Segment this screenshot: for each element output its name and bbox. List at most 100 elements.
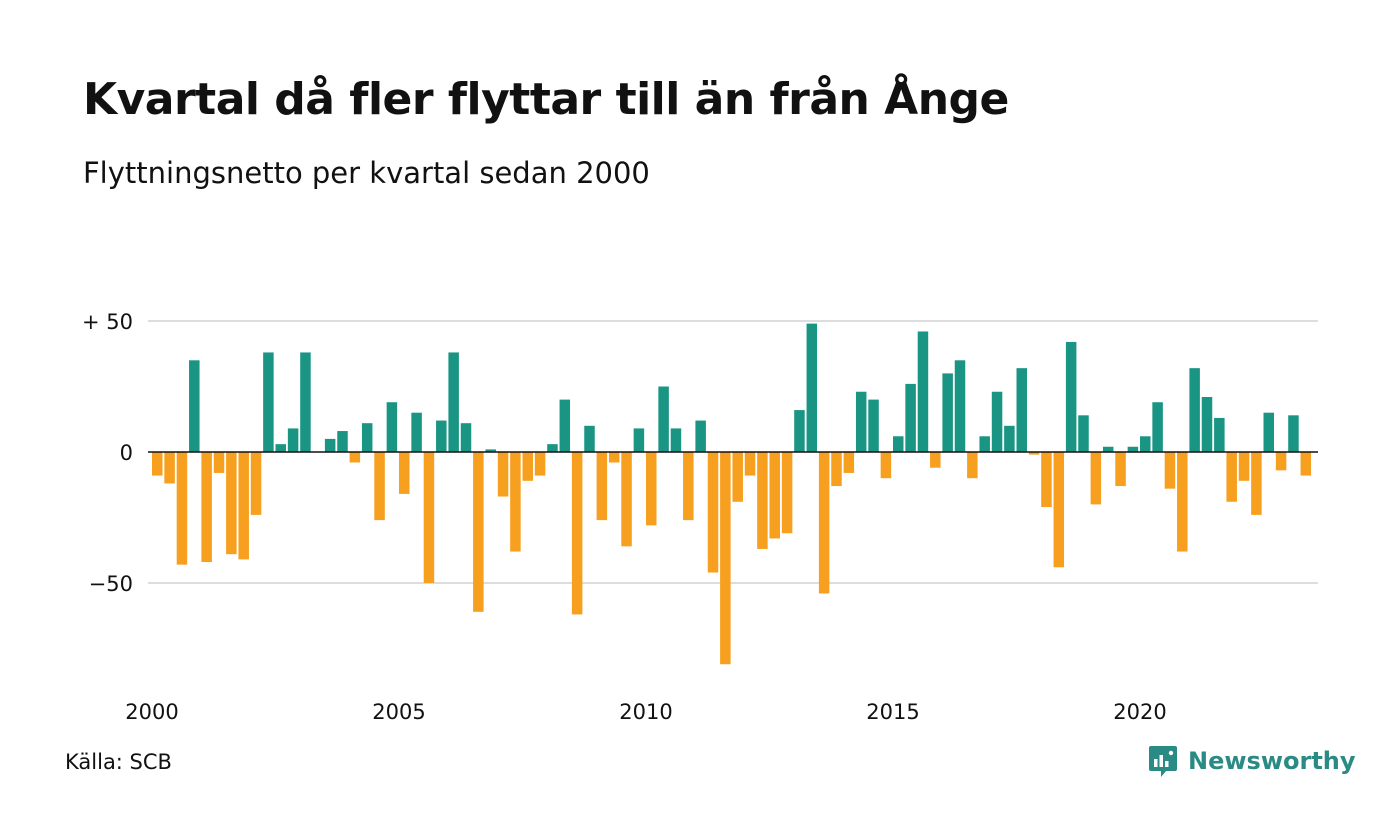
y-tick-label: + 50 [82,310,133,334]
bar-2008-Q1: 2008 Q1: 3 [547,444,558,452]
bar-2002-Q3: 2002 Q3: 3 [275,444,286,452]
bar-2023-Q2: 2023 Q2: -9 [1300,452,1312,476]
bar-2016-Q2: 2016 Q2: 35 [954,360,966,452]
bar-2002-Q4: 2002 Q4: 9 [287,428,299,452]
bar-2000-Q2: 2000 Q2: -12 [164,452,175,484]
bar-2013-Q2: 2013 Q2: 49 [806,323,818,452]
bar-2011-Q2: 2011 Q2: -46 [707,452,719,573]
bar-2020-Q1: 2020 Q1: 6 [1140,436,1151,452]
bar-2001-Q2: 2001 Q2: -8 [213,452,225,473]
bar-2004-Q4: 2004 Q4: 19 [386,402,398,452]
bar-2022-Q4: 2022 Q4: -7 [1275,452,1287,471]
grid-layer [148,320,1318,584]
bar-2015-Q4: 2015 Q4: -6 [930,452,941,468]
bar-2001-Q1: 2001 Q1: -42 [201,452,212,563]
bar-2003-Q4: 2003 Q4: 8 [337,431,348,452]
bar-2005-Q4: 2005 Q4: 12 [436,420,447,452]
bar-2013-Q4: 2013 Q4: -13 [831,452,842,487]
bar-2005-Q1: 2005 Q1: -16 [399,452,410,494]
bar-layer: 2000 Q1: -92000 Q2: -122000 Q3: -432000 … [152,323,1312,665]
x-axis-labels: 2000 2005 2010 2015 2020 [125,700,1166,724]
bar-2007-Q3: 2007 Q3: -11 [522,452,533,481]
bar-2022-Q1: 2022 Q1: -11 [1238,452,1250,481]
bar-2022-Q3: 2022 Q3: 15 [1263,412,1274,452]
bar-2017-Q4: 2017 Q4: -1 [1028,452,1040,455]
bar-2017-Q3: 2017 Q3: 32 [1016,368,1027,452]
bar-2003-Q3: 2003 Q3: 5 [324,438,336,452]
bar-2004-Q2: 2004 Q2: 11 [361,423,373,452]
bar-2020-Q2: 2020 Q2: 19 [1152,402,1163,452]
bar-2010-Q4: 2010 Q4: -26 [683,452,694,521]
bar-2006-Q3: 2006 Q3: -61 [473,452,484,612]
bar-2014-Q1: 2014 Q1: -8 [843,452,855,473]
brand-name: Newsworthy [1188,747,1356,775]
bar-2007-Q2: 2007 Q2: -38 [510,452,521,552]
bar-2018-Q4: 2018 Q4: 14 [1078,415,1089,452]
bar-2017-Q2: 2017 Q2: 10 [1004,425,1015,452]
x-tick-label: 2005 [372,700,425,724]
bar-2012-Q2: 2012 Q2: -37 [757,452,768,549]
bar-2013-Q1: 2013 Q1: 16 [794,410,805,452]
bar-2009-Q2: 2009 Q2: -4 [608,452,620,463]
bar-2004-Q3: 2004 Q3: -26 [374,452,385,521]
bar-2007-Q1: 2007 Q1: -17 [497,452,509,497]
bar-2018-Q2: 2018 Q2: -44 [1053,452,1065,568]
bar-2023-Q1: 2023 Q1: 14 [1288,415,1299,452]
bar-2009-Q1: 2009 Q1: -26 [596,452,608,521]
x-tick-label: 2010 [619,700,672,724]
chart-title: Kvartal då fler flyttar till än från Ång… [83,74,1009,125]
bar-2020-Q4: 2020 Q4: -38 [1177,452,1188,552]
bar-2018-Q3: 2018 Q3: 42 [1065,341,1077,452]
bar-2021-Q3: 2021 Q3: 13 [1214,417,1225,452]
bar-2011-Q1: 2011 Q1: 12 [695,420,706,452]
y-axis-labels: + 50 0 −50 [82,310,133,596]
x-tick-label: 2015 [866,700,919,724]
bar-2003-Q1: 2003 Q1: 38 [300,352,311,452]
bar-2009-Q4: 2009 Q4: 9 [633,428,645,452]
bar-2002-Q2: 2002 Q2: 38 [263,352,274,452]
bar-2014-Q2: 2014 Q2: 23 [855,391,867,452]
bar-2001-Q4: 2001 Q4: -41 [238,452,249,560]
bar-2019-Q3: 2019 Q3: -13 [1115,452,1126,487]
bar-2015-Q2: 2015 Q2: 26 [905,383,916,452]
bar-2011-Q3: 2011 Q3: -81 [720,452,731,665]
x-tick-label: 2020 [1113,700,1166,724]
bar-2000-Q4: 2000 Q4: 35 [189,360,200,452]
bar-2008-Q2: 2008 Q2: 20 [559,399,571,452]
bar-2016-Q4: 2016 Q4: 6 [979,436,990,452]
bar-2000-Q1: 2000 Q1: -9 [152,452,163,476]
bar-2009-Q3: 2009 Q3: -36 [621,452,632,547]
bar-2001-Q3: 2001 Q3: -39 [226,452,237,555]
bar-2006-Q4: 2006 Q4: 1 [485,449,496,452]
x-tick-label: 2000 [125,700,178,724]
bar-2002-Q1: 2002 Q1: -24 [250,452,262,515]
brand-logo: Newsworthy [1148,744,1356,778]
bar-2022-Q2: 2022 Q2: -24 [1251,452,1262,515]
bar-2004-Q1: 2004 Q1: -4 [349,452,361,463]
bar-2012-Q4: 2012 Q4: -31 [781,452,793,534]
newsworthy-logo-icon [1149,746,1177,777]
bar-2010-Q1: 2010 Q1: -28 [646,452,657,526]
bar-2019-Q2: 2019 Q2: 2 [1102,446,1114,452]
y-tick-label: −50 [89,572,133,596]
bar-2021-Q4: 2021 Q4: -19 [1226,452,1237,502]
bar-2019-Q1: 2019 Q1: -20 [1090,452,1102,505]
bar-2021-Q1: 2021 Q1: 32 [1189,368,1200,452]
bar-2010-Q3: 2010 Q3: 9 [670,428,682,452]
bar-2005-Q2: 2005 Q2: 15 [411,412,422,452]
bar-2015-Q3: 2015 Q3: 46 [917,331,929,452]
bar-2006-Q2: 2006 Q2: 11 [460,423,472,452]
bar-2005-Q3: 2005 Q3: -50 [423,452,435,583]
bar-2015-Q1: 2015 Q1: 6 [893,436,904,452]
bar-2014-Q4: 2014 Q4: -10 [880,452,892,479]
bar-2020-Q3: 2020 Q3: -14 [1164,452,1176,489]
bar-2012-Q3: 2012 Q3: -33 [769,452,780,539]
bar-2008-Q3: 2008 Q3: -62 [571,452,583,615]
y-tick-label: 0 [120,441,133,465]
bar-2013-Q3: 2013 Q3: -54 [818,452,830,594]
chart-subtitle: Flyttningsnetto per kvartal sedan 2000 [83,156,650,190]
bar-2008-Q4: 2008 Q4: 10 [584,425,595,452]
bar-2021-Q2: 2021 Q2: 21 [1201,396,1213,452]
bar-2016-Q1: 2016 Q1: 30 [942,373,953,452]
